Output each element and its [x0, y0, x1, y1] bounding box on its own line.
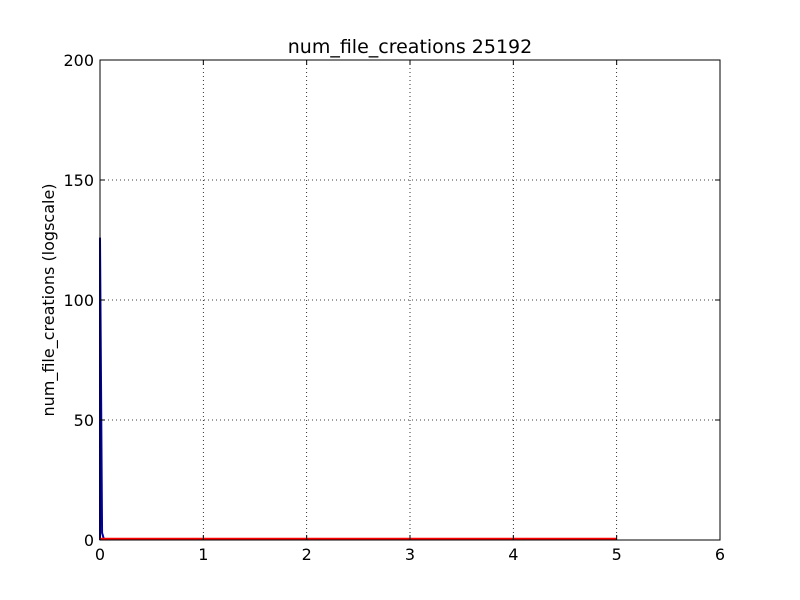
y-tick-label: 150 — [63, 171, 94, 190]
x-tick-label: 6 — [715, 545, 725, 564]
y-tick-label: 50 — [74, 411, 94, 430]
x-tick-label: 1 — [198, 545, 208, 564]
y-axis-label: num_file_creations (logscale) — [39, 183, 59, 416]
y-tick-label: 200 — [63, 51, 94, 70]
x-tick-label: 0 — [95, 545, 105, 564]
x-tick-label: 2 — [302, 545, 312, 564]
x-tick-label: 3 — [405, 545, 415, 564]
ticks: 0 1 2 3 4 5 6 0 50 100 150 200 — [63, 51, 725, 564]
grid — [100, 60, 720, 540]
x-tick-label: 5 — [612, 545, 622, 564]
y-tick-label: 100 — [63, 291, 94, 310]
y-tick-label: 0 — [84, 531, 94, 550]
x-tick-label: 4 — [508, 545, 518, 564]
chart-title: num_file_creations 25192 — [288, 36, 532, 58]
